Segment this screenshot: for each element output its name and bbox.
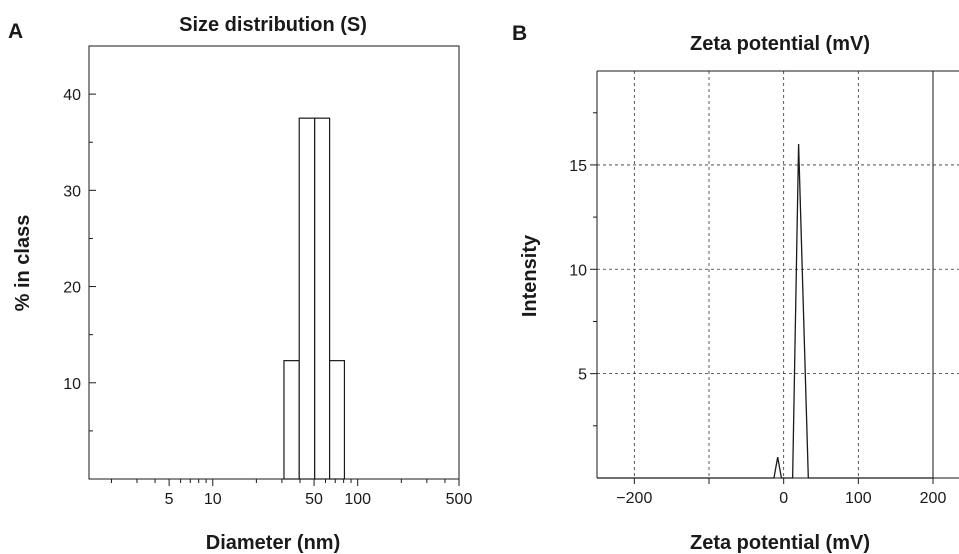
y-tick-label: 20 <box>63 280 81 297</box>
y-tick-label: 40 <box>63 87 81 104</box>
panel-a-size-distribution: A Size distribution (S) % in class Diame… <box>8 14 472 554</box>
y-tick-label: 10 <box>569 262 587 279</box>
y-tick-label: 10 <box>63 376 81 393</box>
y-axis-label-a: % in class <box>12 215 34 312</box>
zeta-series-line <box>597 144 933 479</box>
y-tick-label: 5 <box>578 367 587 384</box>
x-tick-label: 100 <box>344 491 371 508</box>
x-axis-label-a: Diameter (nm) <box>206 532 340 554</box>
x-tick-label: 100 <box>845 490 872 507</box>
histogram-bar <box>283 360 300 480</box>
y-tick-label: 30 <box>63 183 81 200</box>
histogram-bar <box>329 360 346 480</box>
chart-title-b: Zeta potential (mV) <box>690 33 870 55</box>
x-tick-label: 10 <box>204 491 222 508</box>
panel-letter-a: A <box>8 20 23 43</box>
x-tick-label: 50 <box>305 491 323 508</box>
x-tick-label: 5 <box>165 491 174 508</box>
chart-title-a: Size distribution (S) <box>179 14 367 36</box>
x-tick-label: 500 <box>446 491 473 508</box>
x-axis-label-b: Zeta potential (mV) <box>690 532 870 554</box>
x-tick-label: 200 <box>920 490 947 507</box>
panel-b-zeta-potential: B Zeta potential (mV) Intensity Zeta pot… <box>512 22 959 554</box>
histogram-bar <box>314 117 331 480</box>
histogram-bar <box>298 117 316 480</box>
plot-frame-a <box>88 45 460 480</box>
x-tick-label: −200 <box>616 490 652 507</box>
panel-letter-b: B <box>512 22 527 45</box>
y-axis-label-b: Intensity <box>519 234 541 317</box>
x-tick-label: 0 <box>779 490 788 507</box>
y-tick-label: 15 <box>569 158 587 175</box>
